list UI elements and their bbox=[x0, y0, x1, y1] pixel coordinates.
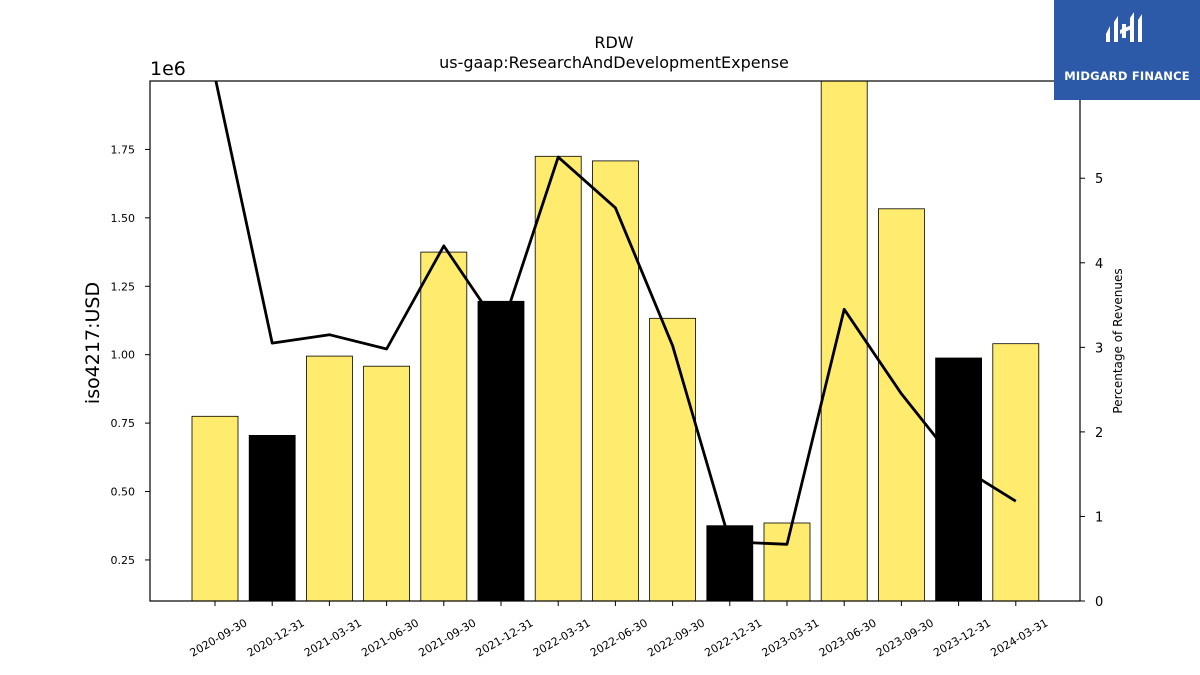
x-tick-label: 2020-12-31 bbox=[245, 616, 307, 659]
brand-logo: MIDGARD FINANCE bbox=[1054, 0, 1200, 100]
x-tick-label: 2021-03-31 bbox=[302, 616, 364, 659]
bar-2020-12-31 bbox=[248, 434, 296, 602]
y-tick-label: 0.50 bbox=[111, 486, 136, 499]
chart-subtitle: us-gaap:ResearchAndDevelopmentExpense bbox=[439, 53, 789, 72]
bar-2021-06-30 bbox=[363, 365, 411, 602]
x-tick-label: 2023-03-31 bbox=[760, 616, 822, 659]
y2-tick-label: 4 bbox=[1095, 257, 1103, 272]
bar-2020-09-30 bbox=[191, 415, 239, 602]
x-tick-label: 2021-12-31 bbox=[474, 616, 536, 659]
bar-2021-12-31 bbox=[477, 300, 525, 602]
bar-2021-09-30 bbox=[420, 251, 468, 602]
y-tick-label: 0.25 bbox=[111, 554, 136, 567]
percentage-line bbox=[214, 81, 1017, 546]
chart-title: RDW bbox=[594, 33, 633, 52]
logo-text: MIDGARD FINANCE bbox=[1064, 69, 1190, 83]
bar-2021-03-31 bbox=[305, 355, 353, 602]
x-tick-label: 2020-09-30 bbox=[188, 616, 250, 659]
x-tick-label: 2022-06-30 bbox=[588, 616, 650, 659]
y2-tick-label: 3 bbox=[1095, 341, 1103, 356]
x-tick-label: 2021-09-30 bbox=[416, 616, 478, 659]
y-tick-label: 1.50 bbox=[111, 212, 136, 225]
x-tick-label: 2022-03-31 bbox=[531, 616, 593, 659]
y-scale-label: 1e6 bbox=[150, 58, 186, 80]
y-axis-label: iso4217:USD bbox=[82, 282, 104, 404]
x-tick-label: 2021-06-30 bbox=[359, 616, 421, 659]
x-tick-label: 2023-09-30 bbox=[874, 616, 936, 659]
x-tick-label: 2023-06-30 bbox=[817, 616, 879, 659]
x-tick-label: 2024-03-31 bbox=[988, 616, 1050, 659]
y2-tick-label: 1 bbox=[1095, 510, 1103, 525]
bar-2022-06-30 bbox=[592, 160, 639, 602]
bar-2022-09-30 bbox=[649, 317, 696, 602]
y-tick-label: 1.25 bbox=[111, 280, 136, 293]
y2-tick-label: 0 bbox=[1095, 595, 1103, 610]
x-tick-label: 2022-09-30 bbox=[645, 616, 707, 659]
logo-mark-icon bbox=[1106, 12, 1142, 42]
y2-tick-label: 2 bbox=[1095, 426, 1103, 441]
y2-ticks: 0 1 2 3 4 5 bbox=[1080, 172, 1103, 610]
y-tick-label: 1.75 bbox=[111, 143, 136, 156]
bars-group bbox=[191, 80, 1040, 602]
x-tick-label: 2023-12-31 bbox=[931, 616, 993, 659]
x-ticks: 2020-09-302020-12-312021-03-312021-06-30… bbox=[188, 601, 1050, 660]
y2-axis-label: Percentage of Revenues bbox=[1111, 268, 1125, 413]
bar-2022-03-31 bbox=[534, 155, 582, 602]
bar-2023-12-31 bbox=[935, 357, 982, 602]
bar-2023-09-30 bbox=[878, 208, 925, 602]
y2-tick-label: 5 bbox=[1095, 172, 1103, 187]
y-tick-label: 0.75 bbox=[111, 417, 136, 430]
bar-2023-06-30 bbox=[820, 80, 868, 602]
y-tick-label: 1.00 bbox=[111, 349, 136, 362]
y-ticks: 0.25 0.50 0.75 1.00 1.25 1.50 1.75 bbox=[111, 143, 150, 567]
bar-2024-03-31 bbox=[992, 343, 1040, 602]
bar-2023-03-31 bbox=[763, 522, 811, 602]
x-tick-label: 2022-12-31 bbox=[702, 616, 764, 659]
line-group bbox=[214, 81, 1017, 546]
